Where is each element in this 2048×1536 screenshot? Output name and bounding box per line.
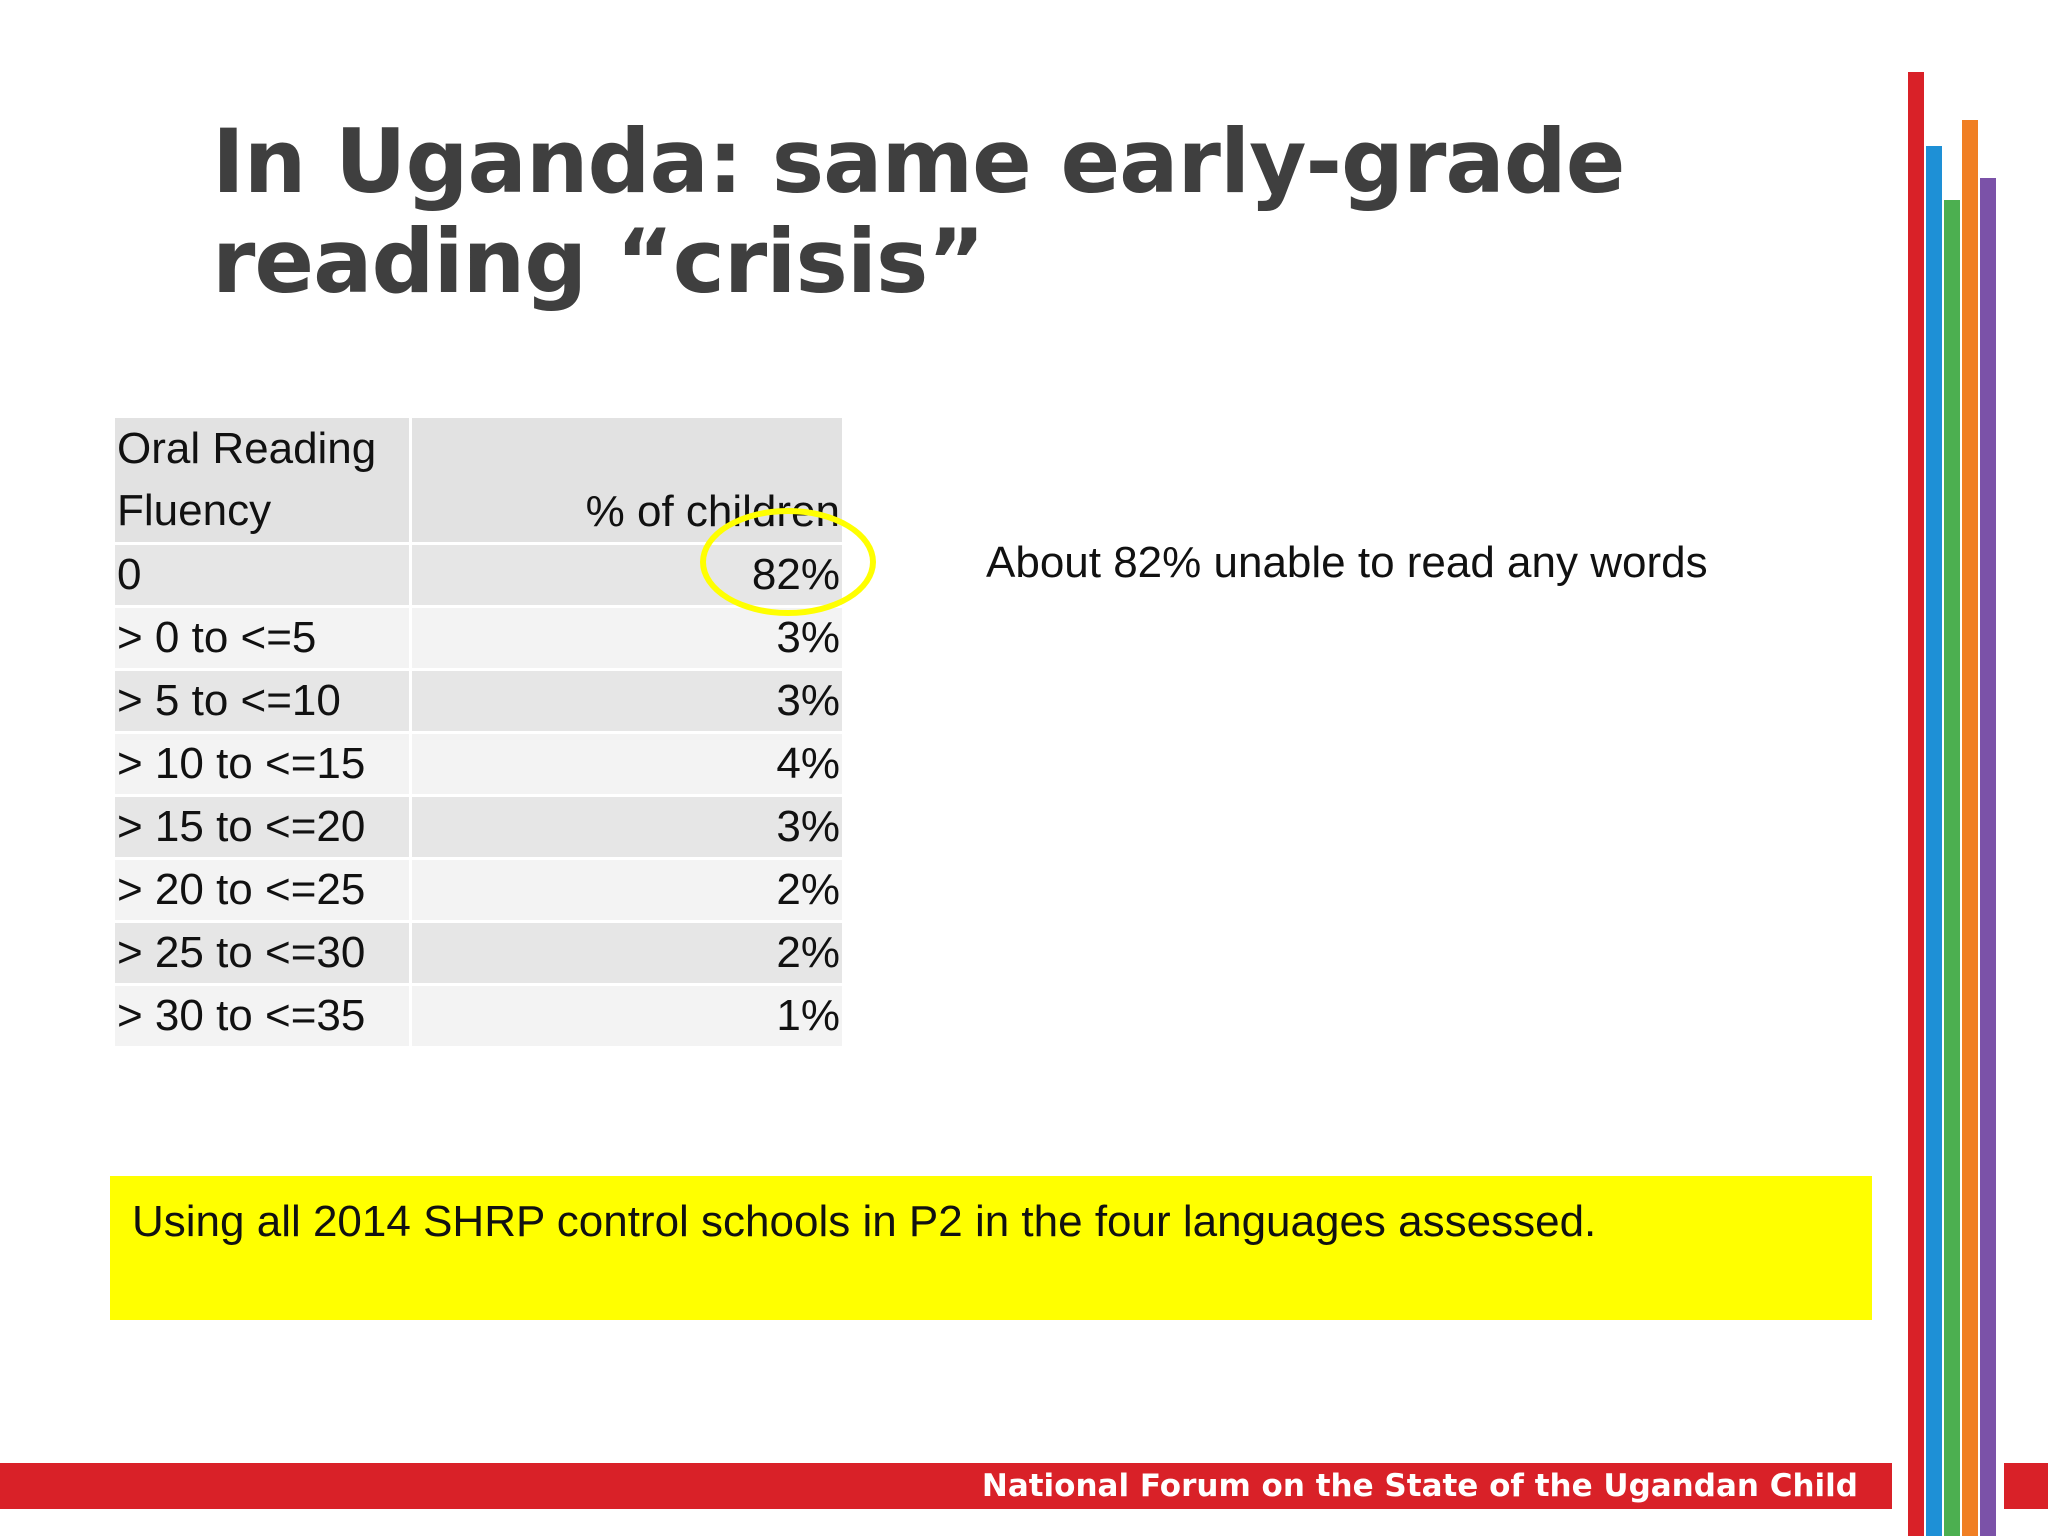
header-oral-reading-fluency: Oral Reading Fluency [112,415,412,545]
band-cell: > 10 to <=15 [112,731,412,797]
slide-title-line-1: In Uganda: same early-grade [212,110,1625,213]
table-row: > 25 to <=30 2% [112,920,845,986]
annotation-text: About 82% unable to read any words [986,538,1708,587]
band-cell: > 30 to <=35 [112,983,412,1049]
band-cell: > 20 to <=25 [112,857,412,923]
stripe-purple [1980,178,1996,1536]
source-callout: Using all 2014 SHRP control schools in P… [110,1176,1872,1320]
highlight-ellipse [700,508,876,616]
header-band-line-1: Oral Reading [117,424,377,473]
percent-cell: 3% [409,794,845,860]
band-cell: > 15 to <=20 [112,794,412,860]
band-cell: > 25 to <=30 [112,920,412,986]
percent-cell: 1% [409,983,845,1049]
header-band-line-2: Fluency [117,486,272,535]
footer-bar: National Forum on the State of the Ugand… [0,1463,1892,1509]
footer-text: National Forum on the State of the Ugand… [981,1468,1858,1504]
table-row: > 30 to <=35 1% [112,983,845,1049]
footer-bar-end [2004,1463,2048,1509]
percent-cell: 3% [409,605,845,671]
band-cell: > 5 to <=10 [112,668,412,734]
table-row: > 5 to <=10 3% [112,668,845,734]
stripe-orange [1962,120,1978,1536]
percent-cell: 3% [409,668,845,734]
table-row: > 10 to <=15 4% [112,731,845,797]
stripe-blue [1926,146,1942,1536]
percent-cell: 2% [409,857,845,923]
table-row: > 0 to <=5 3% [112,605,845,671]
fluency-table: Oral Reading Fluency % of children 0 82%… [112,415,845,1049]
percent-cell: 4% [409,731,845,797]
slide-title-line-2: reading “crisis” [212,210,985,313]
band-cell: 0 [112,542,412,608]
table-row: > 20 to <=25 2% [112,857,845,923]
table-row: > 15 to <=20 3% [112,794,845,860]
band-cell: > 0 to <=5 [112,605,412,671]
table-header-row: Oral Reading Fluency % of children [112,415,845,545]
stripe-green [1944,200,1960,1536]
slide-title: In Uganda: same early-grade reading “cri… [212,112,1772,312]
percent-cell: 2% [409,920,845,986]
stripe-red [1908,72,1924,1536]
source-text: Using all 2014 SHRP control schools in P… [132,1197,1597,1246]
